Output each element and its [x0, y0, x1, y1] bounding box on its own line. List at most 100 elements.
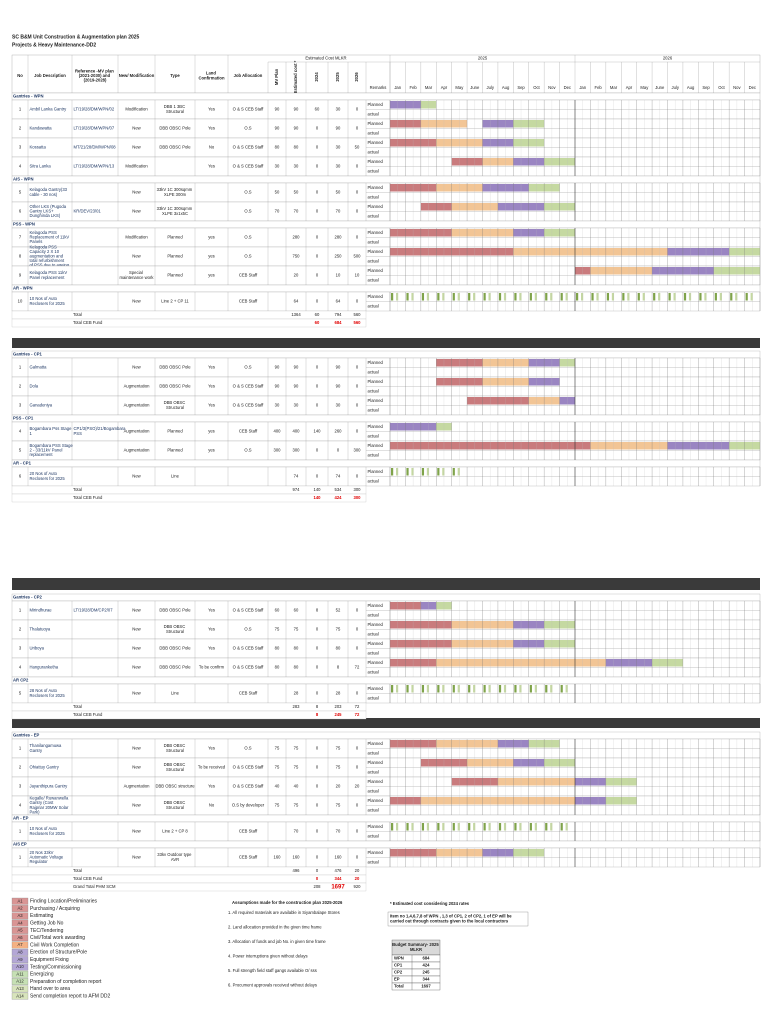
cell-alloc: O.S	[244, 209, 251, 214]
cell-job: 10 Nos of Auto Reclosers for 2025	[30, 296, 66, 306]
cell-c2025: 10	[336, 273, 341, 278]
cell-no: 3	[19, 646, 22, 651]
budget-title: Budget Summary- 2025 MLKR	[392, 942, 440, 952]
gantt-stripe	[611, 293, 615, 301]
planned-label: Planned	[368, 204, 384, 209]
cell-alloc: O.S	[244, 365, 251, 370]
actual-label: actual	[368, 769, 379, 774]
gantt-stripe	[421, 685, 425, 693]
gantt-stripe	[550, 293, 553, 301]
gantt-stripe	[565, 685, 568, 693]
cell-type: DBB OBSC Pole	[159, 646, 191, 651]
cell-land: yes	[208, 429, 215, 434]
cell-c2026: 0	[356, 365, 359, 370]
gantt-stripe	[411, 823, 414, 831]
cell-ref: MT/21/28/DM/WPN/08	[74, 145, 117, 150]
legend-code: A11	[16, 971, 24, 976]
cell-c2024: 0	[316, 448, 319, 453]
actual-label: actual	[368, 631, 379, 636]
cell-c2026: 300	[354, 448, 362, 453]
cell-c2025: 160	[335, 855, 343, 860]
section-name: Gantries - CP2	[13, 595, 43, 600]
cell-kind: New	[132, 691, 141, 696]
cell-ref: KR/DEV/23/01	[74, 209, 102, 214]
column-header: Type	[170, 73, 180, 78]
gantt-stripe	[426, 293, 430, 301]
gantt-stripe	[514, 293, 517, 301]
cell-est: 280	[293, 235, 301, 240]
cell-no: 1	[19, 365, 22, 370]
month-header: Feb	[410, 85, 418, 90]
cell-c2026: 0	[356, 209, 359, 214]
planned-label: Planned	[368, 379, 384, 384]
gantt-stripe	[596, 293, 599, 301]
cell-kind: New	[132, 365, 141, 370]
gantt-stripe	[591, 293, 594, 301]
cell-kind: Augmentation	[124, 384, 151, 389]
cell-c2024: 0	[316, 746, 319, 751]
cell-c2024: 0	[316, 474, 319, 479]
gantt-stripe	[545, 293, 548, 301]
cell-alloc: O.S	[244, 627, 251, 632]
legend-code: A9	[17, 957, 23, 962]
cell-mv: 50	[275, 190, 280, 195]
cell-est: 50	[294, 190, 299, 195]
gantt-stripe	[534, 293, 537, 301]
separator-bar	[12, 578, 760, 590]
cell-land: yes	[208, 273, 215, 278]
cell-c2024: 0	[316, 299, 319, 304]
column-header: No	[17, 73, 23, 78]
title: SC B&M Unit Construction & Augmentation …	[12, 34, 140, 40]
gantt-stripe	[483, 293, 486, 301]
cell-no: 3	[19, 784, 22, 789]
planned-label: Planned	[368, 121, 384, 126]
gantt-stripe	[699, 293, 702, 301]
cell-land: Yes	[208, 646, 215, 651]
total-row	[11, 882, 367, 892]
cell-land: Yes	[208, 784, 215, 789]
cell-type: DBB OBSC Structural	[164, 624, 187, 634]
gantt-stripe	[503, 293, 507, 301]
month-header: Jan	[394, 85, 401, 90]
legend-code: A10	[16, 964, 24, 969]
cell-kind: New	[132, 209, 141, 214]
cell-kind: New	[132, 855, 141, 860]
legend-code: A3	[17, 913, 23, 918]
total-label: Total	[73, 487, 82, 492]
gantt-stripe	[565, 823, 568, 831]
cell-kind: New	[132, 665, 141, 670]
total-value: 1697	[331, 885, 345, 891]
cell-c2026: 0	[356, 627, 359, 632]
month-header: June	[655, 85, 665, 90]
cell-no: 2	[19, 765, 22, 770]
cell-c2024: 0	[316, 627, 319, 632]
cell-type: Planned	[167, 254, 183, 259]
section-name: AR CP2	[13, 678, 29, 683]
column-header: Job Allocation	[234, 73, 263, 78]
contract-note-box	[387, 911, 529, 927]
gantt-stripe	[550, 685, 553, 693]
cell-alloc: O & S CEB Staff	[233, 145, 264, 150]
cell-c2025: 28	[336, 691, 341, 696]
planned-label: Planned	[368, 360, 384, 365]
cell-type: Planned	[167, 235, 183, 240]
cell-mv: 75	[275, 627, 280, 632]
total-label: Total	[73, 312, 82, 317]
cell-mv: 400	[274, 429, 282, 434]
cell-c2024: 0	[316, 209, 319, 214]
cell-alloc: O & S CEB Staff	[233, 403, 264, 408]
cell-no: 6	[19, 474, 22, 479]
cell-no: 2	[19, 627, 22, 632]
legend-label: Equipment Fixing	[30, 957, 69, 963]
cell-ref: LT/19/28/DM/CP2/07	[74, 608, 114, 613]
planned-label: Planned	[368, 159, 384, 164]
month-header: Oct	[533, 85, 540, 90]
section-name: AIS EP	[13, 842, 27, 847]
gantt-stripe	[565, 293, 568, 301]
cell-land: Yes	[208, 164, 215, 169]
cell-mv: 80	[275, 646, 280, 651]
cell-c2024: 60	[315, 107, 320, 112]
cell-type: DBB OBSC Structural	[164, 800, 187, 810]
cell-mv: 75	[275, 746, 280, 751]
cell-type: 33kV 1C 300sqmm XLPE 300m	[157, 187, 194, 197]
